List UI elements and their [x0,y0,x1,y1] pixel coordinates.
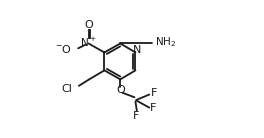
Text: F: F [150,88,157,98]
Text: O: O [85,20,94,30]
Text: $^{-}$O: $^{-}$O [54,43,72,55]
Text: F: F [150,103,157,113]
Text: N: N [133,45,141,55]
Text: N$^+$: N$^+$ [80,36,97,49]
Text: F: F [133,111,139,121]
Text: Cl: Cl [62,84,73,94]
Text: NH$_2$: NH$_2$ [155,35,177,49]
Text: O: O [116,85,125,95]
